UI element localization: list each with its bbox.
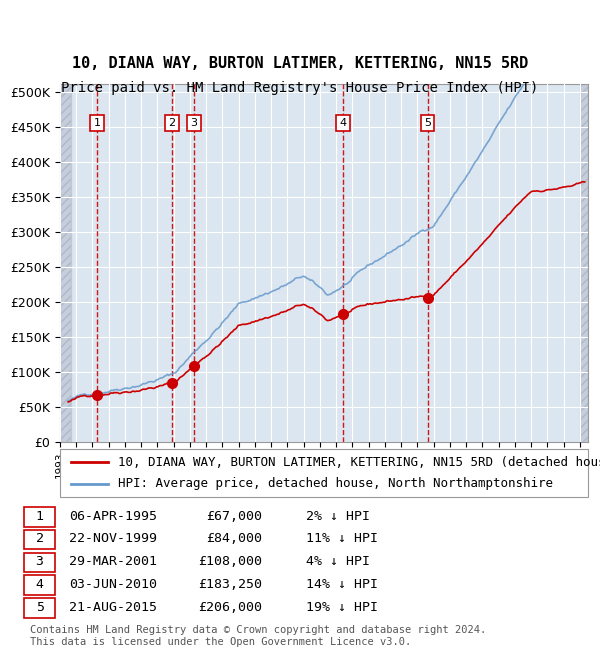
FancyBboxPatch shape [25, 507, 55, 526]
Text: 3: 3 [190, 118, 197, 128]
Text: 2% ↓ HPI: 2% ↓ HPI [306, 510, 370, 523]
Text: 4: 4 [340, 118, 347, 128]
Text: 1: 1 [94, 118, 100, 128]
Text: 19% ↓ HPI: 19% ↓ HPI [306, 601, 378, 614]
Text: 22-NOV-1999: 22-NOV-1999 [68, 532, 157, 545]
Text: £108,000: £108,000 [198, 555, 262, 568]
Text: 21-AUG-2015: 21-AUG-2015 [68, 601, 157, 614]
Bar [580, 84, 588, 442]
Text: 4: 4 [35, 578, 44, 591]
Text: 1: 1 [35, 510, 44, 523]
Text: 3: 3 [35, 555, 44, 568]
FancyBboxPatch shape [25, 598, 55, 618]
Text: HPI: Average price, detached house, North Northamptonshire: HPI: Average price, detached house, Nort… [118, 477, 553, 490]
Text: 14% ↓ HPI: 14% ↓ HPI [306, 578, 378, 591]
Text: 11% ↓ HPI: 11% ↓ HPI [306, 532, 378, 545]
Text: 5: 5 [424, 118, 431, 128]
Text: 5: 5 [35, 601, 44, 614]
Bar [60, 84, 71, 442]
Text: £183,250: £183,250 [198, 578, 262, 591]
Text: £84,000: £84,000 [206, 532, 262, 545]
Bar [60, 84, 71, 442]
Text: 29-MAR-2001: 29-MAR-2001 [68, 555, 157, 568]
Text: 06-APR-1995: 06-APR-1995 [68, 510, 157, 523]
Text: 2: 2 [35, 532, 44, 545]
FancyBboxPatch shape [25, 575, 55, 595]
Text: Contains HM Land Registry data © Crown copyright and database right 2024.
This d: Contains HM Land Registry data © Crown c… [30, 625, 486, 647]
Text: 10, DIANA WAY, BURTON LATIMER, KETTERING, NN15 5RD (detached house): 10, DIANA WAY, BURTON LATIMER, KETTERING… [118, 456, 600, 469]
Text: 4% ↓ HPI: 4% ↓ HPI [306, 555, 370, 568]
Text: 2: 2 [169, 118, 175, 128]
Text: Price paid vs. HM Land Registry's House Price Index (HPI): Price paid vs. HM Land Registry's House … [61, 81, 539, 96]
FancyBboxPatch shape [25, 552, 55, 572]
Text: £206,000: £206,000 [198, 601, 262, 614]
Bar [580, 84, 588, 442]
Text: £67,000: £67,000 [206, 510, 262, 523]
Text: 03-JUN-2010: 03-JUN-2010 [68, 578, 157, 591]
Text: 10, DIANA WAY, BURTON LATIMER, KETTERING, NN15 5RD: 10, DIANA WAY, BURTON LATIMER, KETTERING… [72, 57, 528, 72]
FancyBboxPatch shape [25, 530, 55, 549]
FancyBboxPatch shape [60, 448, 588, 497]
